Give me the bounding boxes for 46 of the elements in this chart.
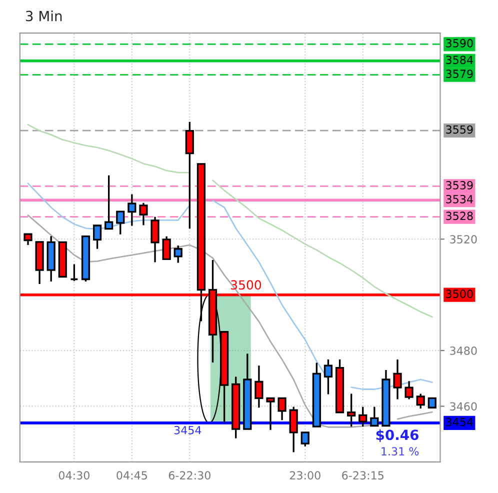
ref-line-label: 3590 (446, 38, 473, 48)
candlestick (92, 224, 102, 250)
candlestick (104, 174, 114, 230)
annotation: 3454 (174, 426, 202, 434)
candlestick (416, 392, 425, 410)
ref-line-label: 3528 (446, 212, 473, 220)
candlestick (404, 380, 414, 400)
annotation: 1.31 % (382, 447, 419, 456)
y-tick-label: 3480 (450, 346, 477, 355)
candlestick (139, 202, 148, 226)
ref-line-label: 3579 (446, 70, 473, 78)
annotation: 3500 (231, 280, 262, 290)
annotation: $0.46 (376, 429, 418, 442)
ref-line-label: 3534 (446, 194, 473, 204)
candlestick (116, 210, 125, 236)
x-tick-label: 23:00 (290, 471, 320, 480)
ref-line-label: 3500 (446, 290, 473, 298)
candlestick (150, 216, 160, 264)
candlestick (174, 244, 182, 264)
x-tick-label: 6-22:30 (168, 471, 210, 480)
candlestick (162, 236, 171, 260)
ref-line-label: 3539 (446, 181, 473, 190)
ref-line-label: 3584 (446, 56, 473, 64)
candlestick (24, 233, 32, 246)
candlestick (266, 397, 275, 431)
candlestick (347, 392, 356, 428)
x-tick-label: 04:45 (116, 471, 147, 480)
ref-line-label: 3454 (446, 418, 473, 426)
x-tick-label: 6-23:15 (342, 471, 384, 480)
candlestick (70, 263, 78, 282)
x-tick-label: 04:30 (58, 471, 90, 480)
candlestick (393, 358, 402, 400)
candlestick (278, 397, 286, 421)
candlestick (128, 193, 136, 227)
candlestick (370, 406, 379, 427)
chart-title: 3 Min (26, 10, 62, 22)
candlestick (428, 397, 436, 408)
candlestick (324, 358, 333, 396)
ref-line-label: 3559 (446, 125, 473, 134)
candlestick (185, 121, 194, 230)
y-tick-label: 3520 (450, 235, 477, 244)
candlestick (289, 406, 298, 454)
y-tick-label: 3460 (450, 402, 477, 411)
candlestick (358, 406, 368, 428)
candlestick (254, 364, 264, 408)
candlestick (300, 432, 310, 448)
